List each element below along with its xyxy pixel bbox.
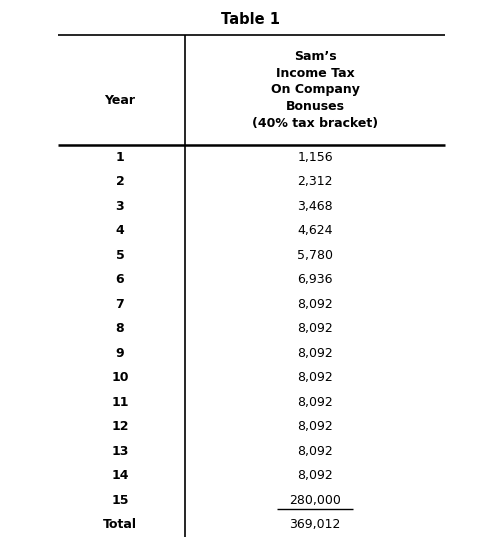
Text: Table 1: Table 1 [221, 12, 280, 27]
Text: 8,092: 8,092 [297, 322, 332, 335]
Text: 6: 6 [115, 273, 124, 287]
Text: 4: 4 [115, 224, 124, 237]
Text: 8,092: 8,092 [297, 420, 332, 433]
Text: 8: 8 [115, 322, 124, 335]
Text: 5,780: 5,780 [297, 249, 332, 262]
Text: 13: 13 [111, 445, 128, 458]
Text: 7: 7 [115, 298, 124, 311]
Text: 9: 9 [115, 347, 124, 360]
Text: 14: 14 [111, 469, 128, 482]
Text: 8,092: 8,092 [297, 371, 332, 384]
Text: 1: 1 [115, 151, 124, 164]
Text: 2,312: 2,312 [297, 175, 332, 188]
Text: 8,092: 8,092 [297, 396, 332, 409]
Text: 3: 3 [115, 200, 124, 213]
Text: 6,936: 6,936 [297, 273, 332, 287]
Text: 12: 12 [111, 420, 128, 433]
Text: 10: 10 [111, 371, 128, 384]
Text: 8,092: 8,092 [297, 469, 332, 482]
Text: 15: 15 [111, 494, 128, 507]
Text: Year: Year [104, 94, 135, 106]
Text: 2: 2 [115, 175, 124, 188]
Text: 8,092: 8,092 [297, 445, 332, 458]
Text: Total: Total [103, 518, 137, 531]
Text: 3,468: 3,468 [297, 200, 332, 213]
Text: 8,092: 8,092 [297, 347, 332, 360]
Text: 369,012: 369,012 [289, 518, 340, 531]
Text: 5: 5 [115, 249, 124, 262]
Text: 4,624: 4,624 [297, 224, 332, 237]
Text: 8,092: 8,092 [297, 298, 332, 311]
Text: 11: 11 [111, 396, 128, 409]
Text: 1,156: 1,156 [297, 151, 332, 164]
Text: Sam’s
Income Tax
On Company
Bonuses
(40% tax bracket): Sam’s Income Tax On Company Bonuses (40%… [252, 51, 377, 129]
Text: 280,000: 280,000 [289, 494, 340, 507]
